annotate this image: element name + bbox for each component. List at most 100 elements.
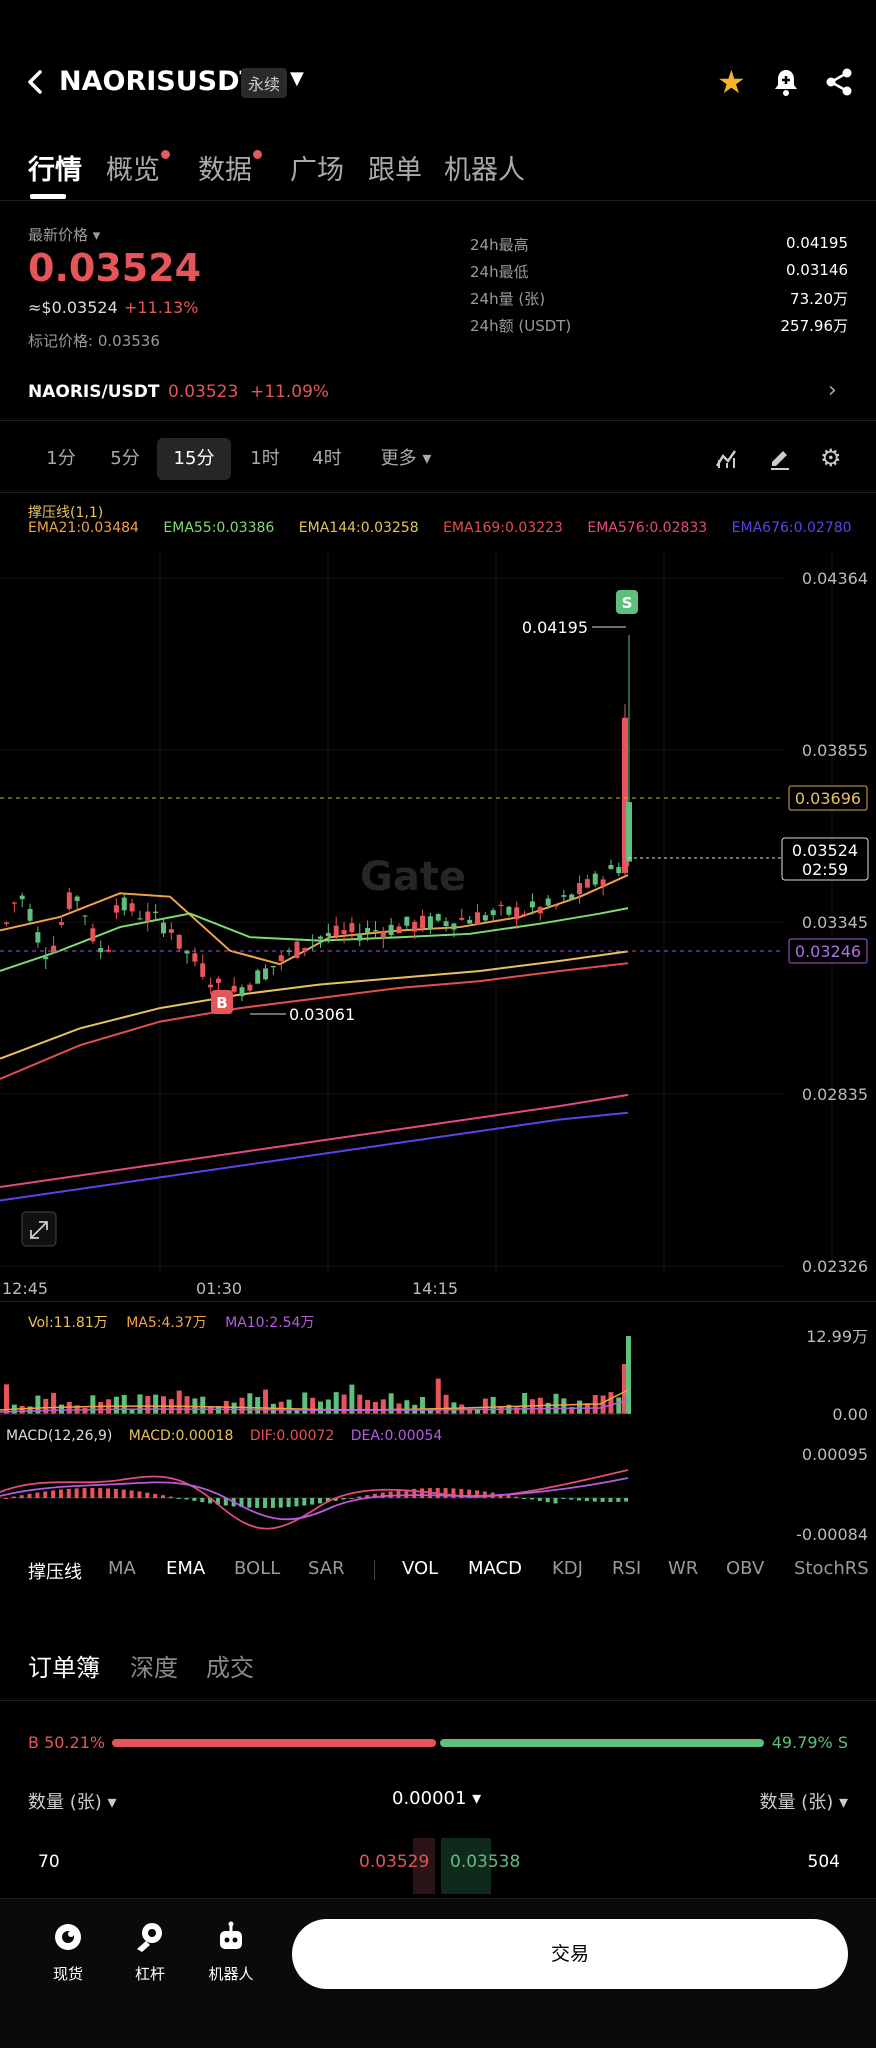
macd-histogram-bar: [412, 1488, 417, 1498]
volume-bar: [396, 1403, 402, 1414]
volume-bar: [561, 1398, 567, 1414]
volume-bar: [427, 1409, 433, 1414]
tab-square[interactable]: 广场: [290, 155, 344, 186]
volume-bar: [98, 1402, 104, 1414]
buy-ratio: B 50.21%: [28, 1733, 106, 1752]
candle: [113, 905, 119, 913]
qty-right-header[interactable]: 数量 (张) ▾: [759, 1792, 848, 1813]
purple-price-text: 0.03246: [795, 942, 861, 961]
tab-bots[interactable]: 机器人: [444, 155, 525, 186]
timeframe-5m[interactable]: 5分: [110, 448, 140, 469]
nav-bots-label: 机器人: [208, 1965, 254, 1983]
macd-histogram-bar: [482, 1491, 487, 1498]
tab-overview[interactable]: 概览: [106, 148, 170, 187]
timeframe-1m[interactable]: 1分: [46, 448, 76, 469]
macd-histogram-bar: [239, 1498, 244, 1508]
margin-icon: [115, 1921, 185, 1959]
bid-qty[interactable]: 70: [38, 1852, 60, 1872]
timeframe-1h[interactable]: 1时: [250, 448, 280, 469]
trades-tab[interactable]: 成交: [206, 1654, 254, 1682]
nav-bots[interactable]: 机器人: [196, 1921, 266, 1984]
bid-depth-bar: [413, 1838, 435, 1894]
macd-histogram-bar: [145, 1492, 150, 1498]
volume-bar: [529, 1399, 535, 1414]
indicator-tab-ma[interactable]: MA: [108, 1558, 136, 1579]
timeframe-15m[interactable]: 15分: [157, 438, 231, 480]
trade-button[interactable]: 交易: [292, 1919, 848, 1989]
indicator-tab-macd[interactable]: MACD: [468, 1558, 522, 1579]
qty-left-header[interactable]: 数量 (张) ▾: [28, 1792, 117, 1813]
macd-histogram-bar: [168, 1496, 173, 1498]
indicator-tab-support[interactable]: 撑压线: [28, 1562, 82, 1583]
volume-bar: [577, 1400, 583, 1414]
volume-bar: [239, 1397, 245, 1414]
settings-gear-icon[interactable]: ⚙: [820, 444, 842, 472]
volume-bar: [43, 1398, 49, 1414]
macd-histogram-bar: [247, 1498, 252, 1508]
indicator-tab-stochrsi[interactable]: StochRS: [794, 1558, 869, 1579]
indicator-tab-vol[interactable]: VOL: [402, 1558, 439, 1579]
candle: [4, 922, 9, 924]
indicator-icon[interactable]: [715, 446, 739, 472]
ma5-value: MA5:4.37万: [126, 1315, 207, 1331]
macd-chart[interactable]: 0.00095 -0.00084: [0, 1446, 876, 1546]
macd-histogram-bar: [11, 1496, 16, 1498]
indicator-tab-boll[interactable]: BOLL: [234, 1558, 281, 1579]
tab-market[interactable]: 行情: [28, 155, 82, 186]
macd-histogram-bar: [624, 1498, 629, 1502]
ask-qty[interactable]: 504: [807, 1852, 840, 1872]
caret-down-icon[interactable]: ▼: [290, 68, 304, 89]
macd-histogram-bar: [278, 1498, 283, 1508]
nav-margin[interactable]: 杠杆: [115, 1921, 185, 1984]
volume-bar: [263, 1389, 269, 1414]
indicator-tab-kdj[interactable]: KDJ: [552, 1558, 583, 1579]
tab-copy-trading[interactable]: 跟单: [368, 155, 422, 186]
candle: [475, 912, 480, 925]
precision-select[interactable]: 0.00001 ▾: [392, 1788, 482, 1809]
macd-histogram-bar: [443, 1488, 448, 1498]
ask-price[interactable]: 0.03538: [450, 1852, 521, 1872]
candle: [498, 904, 504, 907]
timeframe-more-label: 更多: [380, 448, 417, 469]
purple-price-box: [788, 938, 868, 964]
macd-histogram-bar: [200, 1498, 205, 1503]
macd-histogram-bar: [129, 1490, 134, 1498]
volume-chart[interactable]: 12.99万 0.00: [0, 1330, 876, 1420]
macd-histogram-bar: [318, 1498, 322, 1504]
spot-pair-row[interactable]: NAORIS/USDT 0.03523 +11.09% ›: [0, 370, 876, 414]
tab-data[interactable]: 数据: [198, 148, 262, 187]
orderbook-tab[interactable]: 订单簿: [28, 1654, 100, 1682]
time-tick-3: 14:15: [412, 1279, 458, 1298]
candle: [137, 918, 143, 920]
gate-watermark: Gate: [360, 854, 466, 900]
depth-tab[interactable]: 深度: [130, 1654, 178, 1682]
indicator-tab-obv[interactable]: OBV: [726, 1558, 765, 1579]
ema55-value: EMA55:0.03386: [163, 520, 275, 536]
indicator-tab-wr[interactable]: WR: [668, 1558, 699, 1579]
timeframe-4h[interactable]: 4时: [312, 448, 342, 469]
candle: [58, 922, 64, 925]
indicator-tab-rsi[interactable]: RSI: [612, 1558, 642, 1579]
candlestick-chart[interactable]: Gate 0.04364 0.03855 0.03345 0.02835 0.02326…: [0, 550, 876, 1300]
indicator-tab-ema[interactable]: EMA: [166, 1558, 206, 1579]
candle: [51, 945, 57, 953]
price-alert-bell-icon[interactable]: [770, 64, 802, 100]
draw-pencil-icon[interactable]: [768, 446, 792, 472]
volume-bar: [333, 1392, 339, 1414]
time-tick-1: 12:45: [2, 1279, 48, 1298]
candle: [537, 907, 543, 914]
latest-price-label[interactable]: 最新价格 ▾: [28, 226, 101, 244]
macd-histogram-bar: [176, 1498, 181, 1499]
indicator-tab-sar[interactable]: SAR: [308, 1558, 345, 1579]
ema21-value: EMA21:0.03484: [28, 520, 139, 536]
back-icon[interactable]: [24, 64, 54, 100]
ema169-line: [0, 962, 629, 1080]
share-icon[interactable]: [823, 64, 855, 100]
pair-title[interactable]: NAORISUSDT: [59, 66, 258, 97]
candle: [600, 879, 606, 886]
bid-price[interactable]: 0.03529: [359, 1852, 430, 1872]
timeframe-more[interactable]: 更多 ▾: [380, 448, 432, 469]
macd-histogram-bar: [74, 1488, 79, 1498]
favorite-star-icon[interactable]: ★: [717, 63, 746, 101]
nav-spot[interactable]: 现货: [33, 1921, 103, 1984]
